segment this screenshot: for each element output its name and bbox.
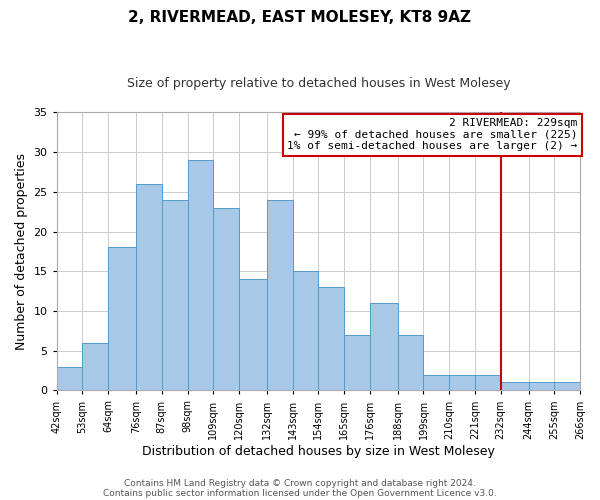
Bar [239,279,267,390]
Text: Contains HM Land Registry data © Crown copyright and database right 2024.: Contains HM Land Registry data © Crown c… [124,478,476,488]
Bar [398,335,424,390]
Bar [57,366,82,390]
Bar [529,382,554,390]
Title: Size of property relative to detached houses in West Molesey: Size of property relative to detached ho… [127,78,510,90]
Text: 2 RIVERMEAD: 229sqm
← 99% of detached houses are smaller (225)
1% of semi-detach: 2 RIVERMEAD: 229sqm ← 99% of detached ho… [287,118,577,152]
Bar [344,335,370,390]
Bar [319,287,344,391]
Bar [293,272,319,390]
Bar [449,374,475,390]
Text: 2, RIVERMEAD, EAST MOLESEY, KT8 9AZ: 2, RIVERMEAD, EAST MOLESEY, KT8 9AZ [128,10,472,25]
Bar [500,382,529,390]
Y-axis label: Number of detached properties: Number of detached properties [15,153,28,350]
Bar [267,200,293,390]
Text: Contains public sector information licensed under the Open Government Licence v3: Contains public sector information licen… [103,488,497,498]
Bar [424,374,449,390]
Bar [162,200,188,390]
Bar [82,343,108,390]
Bar [213,208,239,390]
Bar [136,184,162,390]
Bar [108,248,136,390]
X-axis label: Distribution of detached houses by size in West Molesey: Distribution of detached houses by size … [142,444,495,458]
Bar [554,382,580,390]
Bar [188,160,213,390]
Bar [475,374,500,390]
Bar [370,303,398,390]
